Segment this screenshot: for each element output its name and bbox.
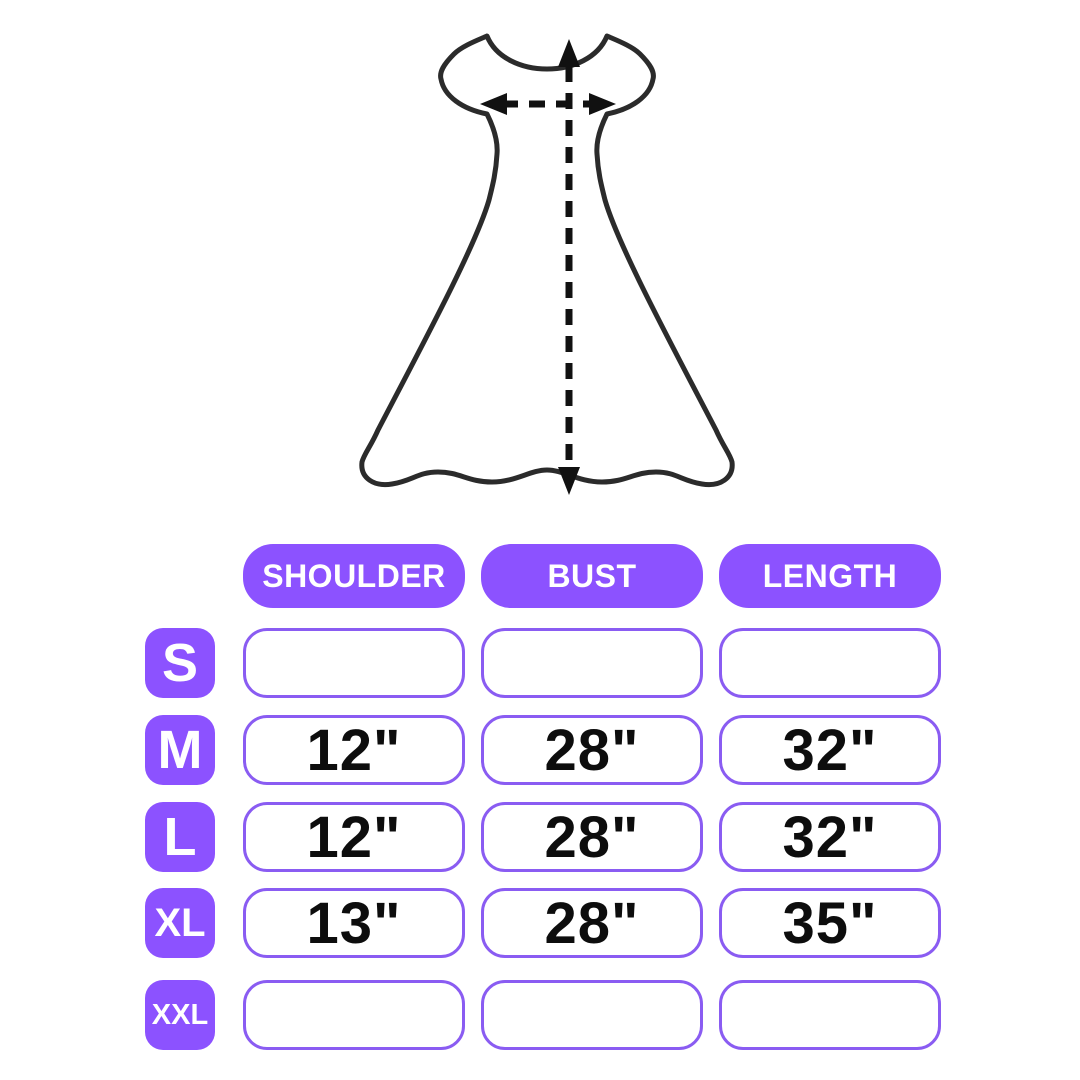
- cell-shoulder: 12": [243, 715, 465, 785]
- size-row-m: M 12" 28" 32": [145, 715, 941, 785]
- column-header-length: LENGTH: [719, 544, 941, 608]
- bust-measure-arrow-icon: [480, 93, 616, 115]
- length-measure-arrow-icon: [558, 39, 580, 495]
- cell-length: 35": [719, 888, 941, 958]
- cell-bust: [481, 980, 703, 1050]
- chart-header-row: SHOULDER BUST LENGTH: [243, 544, 941, 608]
- cell-shoulder: [243, 628, 465, 698]
- size-row-l: L 12" 28" 32": [145, 802, 941, 872]
- cell-length: 32": [719, 715, 941, 785]
- size-row-xl: XL 13" 28" 35": [145, 888, 941, 958]
- cell-shoulder: 13": [243, 888, 465, 958]
- size-badge: XL: [145, 888, 215, 958]
- size-row-s: S: [145, 628, 941, 698]
- size-row-xxl: XXL: [145, 980, 941, 1050]
- cell-shoulder: [243, 980, 465, 1050]
- cell-length: 32": [719, 802, 941, 872]
- column-header-bust: BUST: [481, 544, 703, 608]
- cell-length: [719, 628, 941, 698]
- cell-shoulder: 12": [243, 802, 465, 872]
- dress-outline-icon: [359, 33, 735, 488]
- column-header-shoulder: SHOULDER: [243, 544, 465, 608]
- size-badge: XXL: [145, 980, 215, 1050]
- size-badge: L: [145, 802, 215, 872]
- cell-bust: 28": [481, 802, 703, 872]
- dress-illustration: [340, 10, 760, 510]
- cell-bust: 28": [481, 715, 703, 785]
- cell-bust: [481, 628, 703, 698]
- cell-bust: 28": [481, 888, 703, 958]
- size-badge: M: [145, 715, 215, 785]
- size-badge: S: [145, 628, 215, 698]
- cell-length: [719, 980, 941, 1050]
